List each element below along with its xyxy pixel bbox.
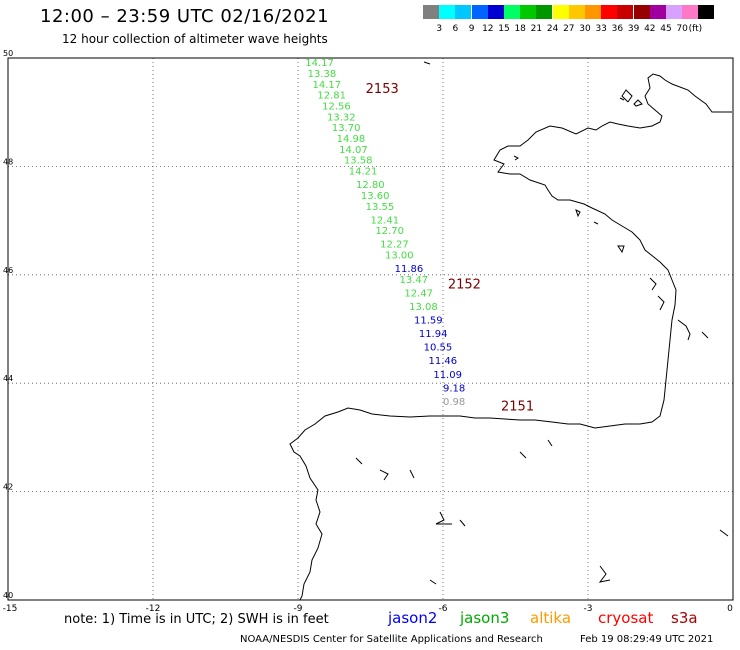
color-swatch bbox=[617, 5, 634, 19]
wave-height-label: 12.27 bbox=[380, 240, 409, 251]
pass-number-label: 2153 bbox=[366, 82, 399, 97]
wave-height-label: 14.17 bbox=[313, 80, 342, 91]
mission-legend-item: jason3 bbox=[460, 609, 510, 627]
wave-height-label: 11.09 bbox=[433, 370, 462, 381]
wave-height-label: 13.00 bbox=[385, 251, 414, 262]
wave-height-label: 12.41 bbox=[371, 215, 400, 226]
wave-height-label: 12.47 bbox=[404, 288, 433, 299]
mission-legend-item: jason2 bbox=[388, 609, 438, 627]
color-scale-label: 33 bbox=[595, 24, 607, 34]
color-swatch bbox=[666, 5, 682, 19]
wave-height-label: 12.80 bbox=[356, 180, 385, 191]
color-swatch bbox=[536, 5, 553, 19]
wave-height-label: 13.32 bbox=[327, 112, 356, 123]
color-scale-label: 6 bbox=[452, 24, 459, 34]
lat-tick-label: 50 bbox=[3, 49, 13, 58]
color-scale-label: 18 bbox=[514, 24, 526, 34]
color-scale-label: 15 bbox=[498, 24, 510, 34]
lon-tick-label: -6 bbox=[439, 604, 448, 614]
mission-legend-item: altika bbox=[530, 609, 572, 627]
lon-tick-label: -15 bbox=[3, 604, 18, 614]
lon-tick-label: 0 bbox=[727, 604, 733, 614]
wave-height-label: 13.38 bbox=[308, 69, 337, 80]
wave-height-label: 13.58 bbox=[344, 156, 373, 167]
wave-height-label: 0.98 bbox=[443, 397, 465, 408]
color-scale-label: 42 bbox=[644, 24, 656, 34]
wave-height-label: 14.17 bbox=[305, 58, 334, 69]
wave-height-label: 13.47 bbox=[400, 275, 429, 286]
color-swatch bbox=[439, 5, 456, 19]
lon-tick-label: -9 bbox=[294, 604, 303, 614]
lat-tick-label: 40 bbox=[3, 591, 13, 600]
wave-height-label: 14.98 bbox=[337, 134, 366, 145]
wave-height-label: 13.55 bbox=[366, 202, 395, 213]
gridlines bbox=[7, 57, 734, 601]
chart-title: 12:00 – 23:59 UTC 02/16/2021 bbox=[40, 6, 330, 27]
coastline bbox=[289, 61, 732, 601]
pass-labels: 2153 2152 2151 bbox=[366, 82, 534, 414]
color-swatch bbox=[471, 5, 488, 19]
color-swatch bbox=[568, 5, 585, 19]
chart-subtitle: 12 hour collection of altimeter wave hei… bbox=[62, 32, 328, 46]
wave-height-label: 9.18 bbox=[443, 383, 465, 394]
color-scale-label: 27 bbox=[563, 24, 575, 34]
wave-height-label: 10.55 bbox=[424, 343, 453, 354]
lat-tick-label: 46 bbox=[3, 266, 13, 275]
lon-tick-label: -3 bbox=[584, 604, 593, 614]
color-swatch bbox=[455, 5, 472, 19]
color-scale-label: 9 bbox=[468, 24, 475, 34]
wave-height-label: 11.86 bbox=[395, 264, 424, 275]
color-swatch bbox=[487, 5, 504, 19]
footer-credit: NOAA/NESDIS Center for Satellite Applica… bbox=[240, 634, 543, 645]
axis-ticks: 50 48 46 44 42 40 -15 -12 -9 -6 -3 0 bbox=[3, 49, 733, 614]
color-swatch bbox=[504, 5, 520, 19]
footer-timestamp: Feb 19 08:29:49 UTC 2021 bbox=[580, 634, 714, 645]
color-scale-label: 39 bbox=[627, 24, 640, 34]
color-scale-label: 12 bbox=[482, 24, 494, 34]
wave-height-label: 11.59 bbox=[414, 316, 443, 327]
pass-number-label: 2152 bbox=[448, 277, 481, 292]
color-scale-label: 21 bbox=[530, 24, 543, 34]
wave-height-label: 13.08 bbox=[409, 302, 438, 313]
color-scale-label: 70 bbox=[676, 24, 688, 34]
color-swatch bbox=[633, 5, 650, 19]
lat-tick-label: 48 bbox=[3, 157, 13, 166]
color-scale-unit: (ft) bbox=[688, 24, 703, 34]
observation-labels: 14.1713.3814.1712.8112.5613.3213.7014.98… bbox=[305, 58, 465, 408]
color-swatch bbox=[520, 5, 537, 19]
wave-height-label: 12.81 bbox=[317, 91, 346, 102]
lat-tick-label: 42 bbox=[3, 483, 13, 492]
pass-number-label: 2151 bbox=[501, 399, 534, 414]
wave-height-label: 12.56 bbox=[322, 101, 351, 112]
wave-height-label: 13.60 bbox=[361, 191, 390, 202]
mission-legend-item: s3a bbox=[671, 609, 698, 627]
wave-height-label: 13.70 bbox=[332, 123, 361, 134]
color-scale-label: 30 bbox=[579, 24, 591, 34]
color-scale-label: 36 bbox=[611, 24, 624, 34]
color-scale-label: 45 bbox=[660, 24, 672, 34]
wave-height-label: 14.07 bbox=[339, 145, 368, 156]
lat-tick-label: 44 bbox=[3, 374, 13, 383]
wave-height-label: 12.70 bbox=[375, 226, 404, 237]
color-swatch bbox=[682, 5, 699, 19]
wave-height-label: 11.46 bbox=[429, 356, 458, 367]
lon-tick-label: -12 bbox=[146, 604, 161, 614]
footer-note: note: 1) Time is in UTC; 2) SWH is in fe… bbox=[64, 612, 329, 627]
wave-height-label: 14.21 bbox=[349, 167, 378, 178]
mission-legend-item: cryosat bbox=[598, 609, 654, 627]
color-swatch bbox=[649, 5, 666, 19]
map-frame bbox=[7, 57, 734, 601]
color-scale-label: 3 bbox=[436, 24, 443, 34]
color-swatch bbox=[698, 5, 715, 19]
color-swatch bbox=[552, 5, 569, 19]
wave-height-label: 11.94 bbox=[419, 329, 448, 340]
color-swatch bbox=[585, 5, 601, 19]
color-swatch bbox=[423, 5, 439, 19]
color-swatch bbox=[601, 5, 618, 19]
color-scale-label: 24 bbox=[546, 24, 559, 34]
